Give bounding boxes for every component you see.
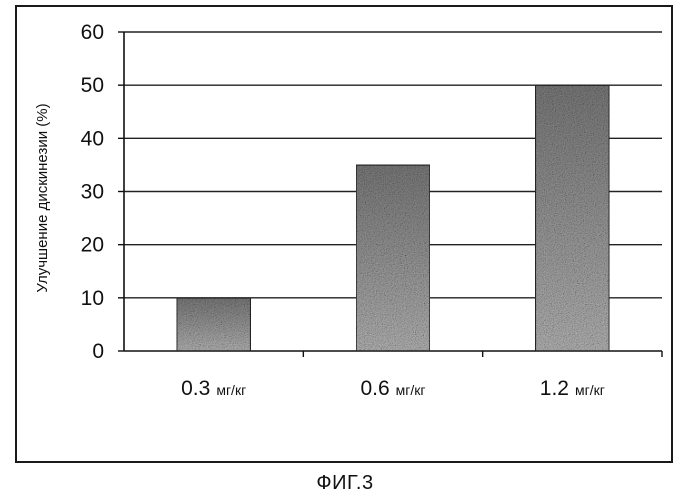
- figure-caption: ФИГ.3: [0, 472, 690, 495]
- bar: [356, 165, 430, 351]
- x-tick-label: 0.6 мг/кг: [360, 377, 425, 400]
- y-tick-label: 20: [81, 234, 104, 257]
- x-tick-unit: мг/кг: [396, 382, 426, 398]
- y-tick-label: 10: [81, 287, 104, 310]
- bar-group: [177, 298, 251, 351]
- bars: [177, 85, 610, 351]
- bar-group: [356, 165, 430, 351]
- y-tick-label: 60: [81, 21, 104, 44]
- x-tick-number: 0.6: [360, 377, 389, 400]
- x-tick-unit: мг/кг: [575, 382, 605, 398]
- bar: [177, 298, 251, 351]
- tick-labels: 0 10 20 30 40 50 60 0.3 мг/кг 0.6 мг/кг 1.2 мг/кг: [81, 21, 605, 400]
- y-axis-label: Улучшение дискинезии (%): [34, 103, 51, 292]
- y-tick-label: 0: [92, 340, 104, 363]
- y-tick-label: 50: [81, 74, 104, 97]
- x-tick-unit: мг/кг: [216, 382, 246, 398]
- x-tick-number: 1.2: [540, 377, 569, 400]
- bar-group: [535, 85, 609, 351]
- bar: [535, 85, 609, 351]
- x-tick-label: 0.3 мг/кг: [181, 377, 246, 400]
- x-tick-number: 0.3: [181, 377, 210, 400]
- y-tick-label: 40: [81, 127, 104, 150]
- y-tick-label: 30: [81, 181, 104, 204]
- x-tick-label: 1.2 мг/кг: [540, 377, 605, 400]
